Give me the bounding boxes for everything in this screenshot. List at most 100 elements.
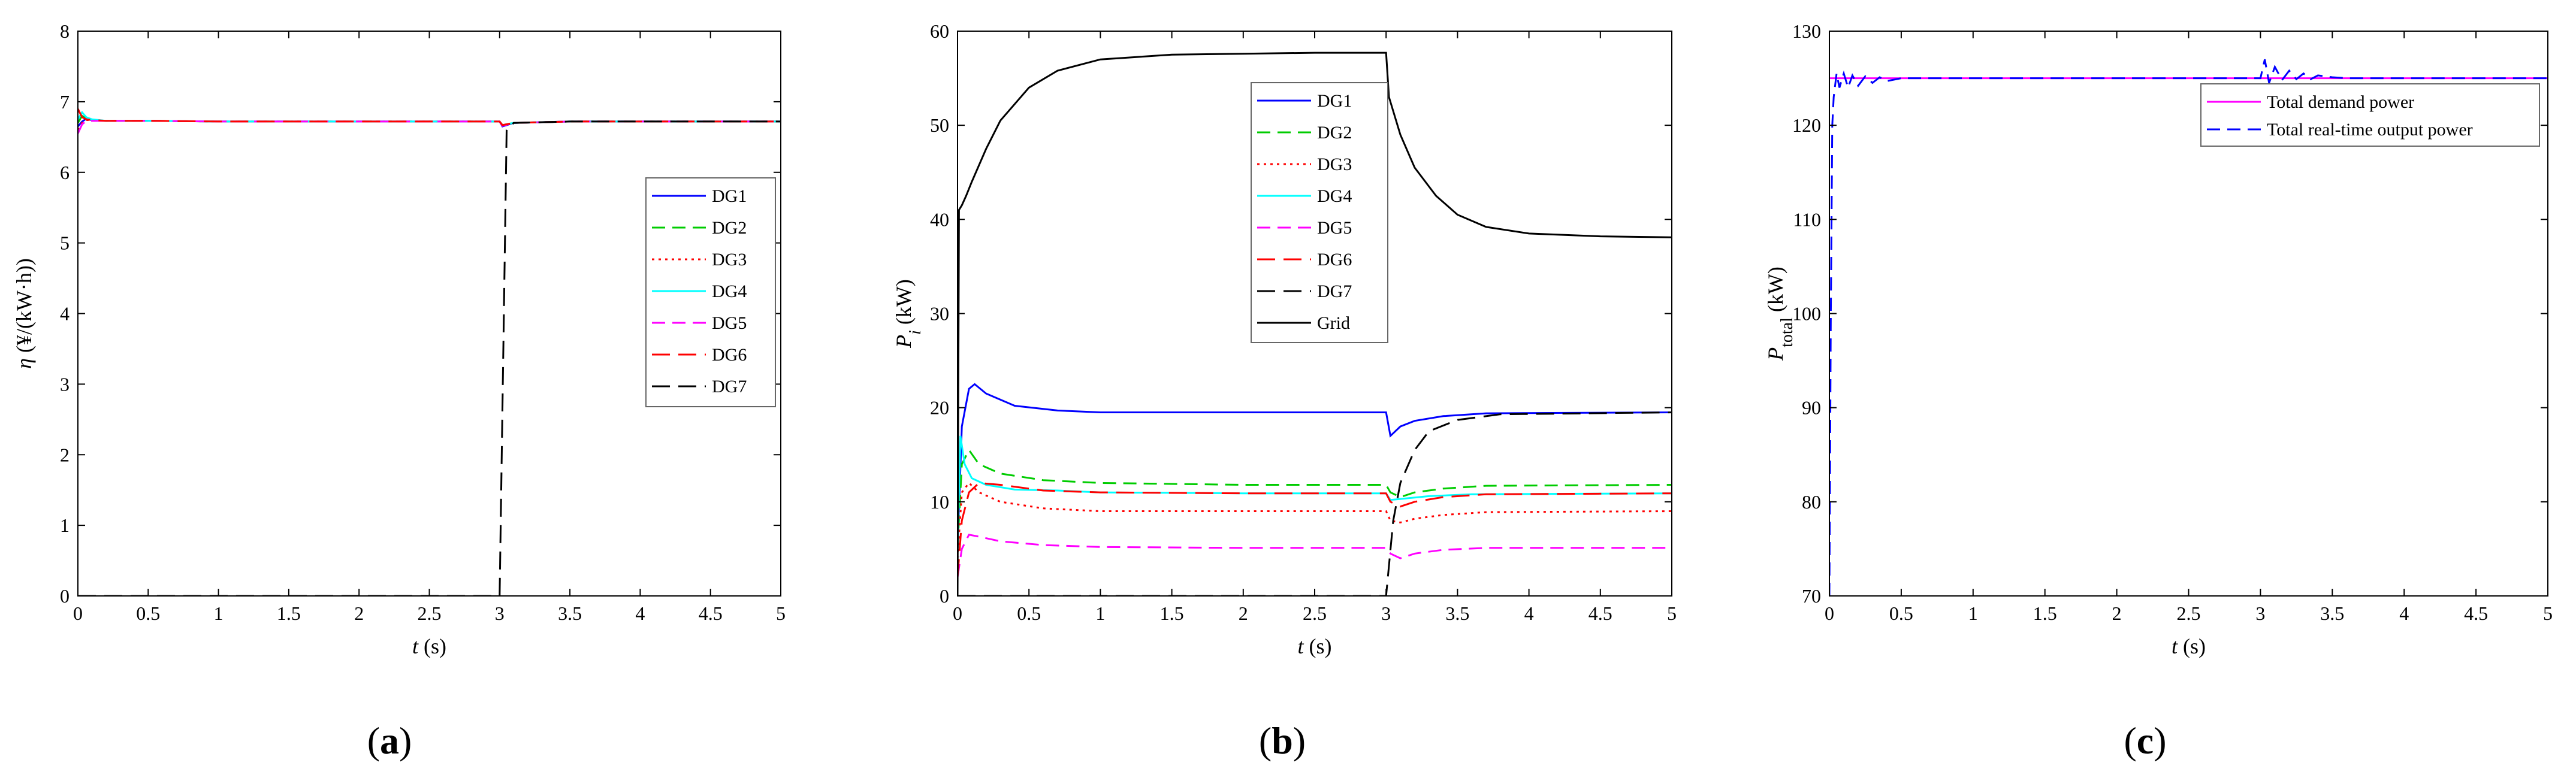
x-tick-label: 4.5 (2464, 603, 2488, 624)
y-tick-label: 6 (60, 162, 70, 183)
x-tick-label: 1 (214, 603, 224, 624)
x-tick-label: 3 (1381, 603, 1391, 624)
y-tick-label: 10 (930, 491, 949, 513)
y-tick-label: 1 (60, 514, 70, 536)
y-tick-label: 70 (1802, 585, 1821, 607)
panel-caption: (c) (2124, 719, 2166, 762)
series-line-dg4 (78, 111, 781, 126)
y-tick-label: 120 (1792, 114, 1821, 136)
y-tick-label: 0 (940, 585, 949, 607)
x-tick-label: 2 (2112, 603, 2122, 624)
x-tick-label: 1.5 (2033, 603, 2057, 624)
legend: Total demand power Total real-time output… (2200, 83, 2540, 147)
y-tick-label: 5 (60, 232, 70, 254)
legend-label: Total real-time output power (2267, 120, 2473, 140)
legend-box (1251, 82, 1388, 343)
y-axis-label: η (¥/(kW·h)) (12, 258, 36, 369)
x-axis-label: t (s) (412, 634, 446, 658)
x-tick-label: 2.5 (1303, 603, 1327, 624)
y-axis-label: Pi (kW) (892, 279, 925, 349)
y-tick-label: 100 (1792, 303, 1821, 325)
y-tick-label: 60 (930, 20, 949, 42)
x-tick-label: 4 (1524, 603, 1534, 624)
x-tick-label: 0.5 (136, 603, 160, 624)
legend-label: DG4 (1317, 186, 1352, 206)
y-tick-label: 40 (930, 208, 949, 230)
legend-label: DG3 (1317, 155, 1352, 174)
legend-label: DG5 (712, 313, 747, 333)
x-tick-label: 2 (1239, 603, 1248, 624)
legend: DG1 DG2 DG3 DG4 DG5 DG6 DG7 (645, 177, 776, 407)
x-tick-label: 1.5 (277, 603, 301, 624)
chart-c: 0 0.5 1 1.5 2 2.5 3 3.5 4 4.5 5 70 80 90 100 110 120 130 t… (1763, 20, 2553, 762)
y-tick-label: 30 (930, 303, 949, 325)
y-tick-label: 80 (1802, 491, 1821, 513)
y-tick-label: 3 (60, 373, 70, 395)
y-axis-label: Ptotal (kW) (1763, 267, 1796, 361)
series-line-total-real-time-output-power (1829, 59, 2548, 596)
x-tick-label: 4.5 (699, 603, 723, 624)
series-line-dg7 (78, 120, 781, 596)
legend-label: DG3 (712, 250, 747, 270)
x-tick-label: 3.5 (1445, 603, 1469, 624)
legend-box (645, 177, 776, 407)
legend-label: DG7 (712, 377, 747, 396)
y-tick-label: 130 (1792, 20, 1821, 42)
x-axis-label: t (s) (1297, 634, 1331, 658)
x-tick-label: 0 (73, 603, 83, 624)
x-tick-label: 1.5 (1160, 603, 1184, 624)
series-line-dg6 (958, 482, 1672, 577)
x-tick-label: 3.5 (2320, 603, 2344, 624)
chart-a: 0 0.5 1 1.5 2 2.5 3 3.5 4 4.5 5 0 1 2 3 4 5 6 7 8 t (s) η (¥/… (12, 20, 786, 762)
legend-box (2200, 83, 2540, 147)
series-line-dg1 (958, 383, 1672, 549)
y-tick-label: 0 (60, 585, 70, 607)
series-group (1829, 59, 2548, 596)
x-tick-label: 3 (495, 603, 505, 624)
legend-label: Total demand power (2267, 92, 2414, 112)
x-tick-label: 0 (1825, 603, 1834, 624)
series-line-dg6 (78, 108, 781, 126)
series-line-dg5 (78, 120, 781, 134)
series-group (958, 52, 1672, 596)
y-tick-label: 110 (1793, 208, 1821, 230)
series-line-dg5 (958, 534, 1672, 577)
series-line-dg7 (958, 411, 1672, 596)
x-tick-label: 2 (354, 603, 364, 624)
legend: DG1 DG2 DG3 DG4 DG5 DG6 DG7 Grid (1251, 82, 1388, 343)
x-tick-label: 0.5 (1889, 603, 1913, 624)
y-tick-label: 7 (60, 91, 70, 113)
x-tick-label: 4 (635, 603, 645, 624)
x-tick-label: 1 (1095, 603, 1105, 624)
legend-label: DG1 (712, 186, 747, 206)
legend-label: Grid (1317, 313, 1350, 333)
series-group (78, 108, 781, 596)
x-tick-label: 4 (2399, 603, 2409, 624)
series-line-grid (958, 52, 1672, 596)
panel-caption: (a) (367, 719, 412, 762)
series-line-dg2 (958, 448, 1672, 549)
y-tick-label: 4 (60, 303, 70, 325)
x-tick-label: 5 (1667, 603, 1677, 624)
x-tick-label: 4.5 (1589, 603, 1612, 624)
series-line-dg3 (958, 482, 1672, 559)
y-tick-label: 8 (60, 20, 70, 42)
panel-caption: (b) (1259, 719, 1306, 762)
legend-label: DG4 (712, 281, 747, 301)
legend-label: DG6 (712, 345, 747, 365)
x-tick-label: 5 (776, 603, 786, 624)
series-line-dg4 (958, 435, 1672, 549)
y-tick-label: 2 (60, 444, 70, 465)
legend-label: DG2 (1317, 123, 1352, 143)
x-axis-label: t (s) (2172, 634, 2206, 658)
legend-label: DG1 (1317, 91, 1352, 111)
legend-label: DG2 (712, 218, 747, 238)
legend-label: DG6 (1317, 250, 1352, 270)
y-tick-label: 90 (1802, 397, 1821, 419)
x-tick-label: 5 (2543, 603, 2553, 624)
x-tick-label: 3.5 (558, 603, 582, 624)
x-tick-label: 1 (1968, 603, 1978, 624)
x-tick-label: 0.5 (1017, 603, 1041, 624)
